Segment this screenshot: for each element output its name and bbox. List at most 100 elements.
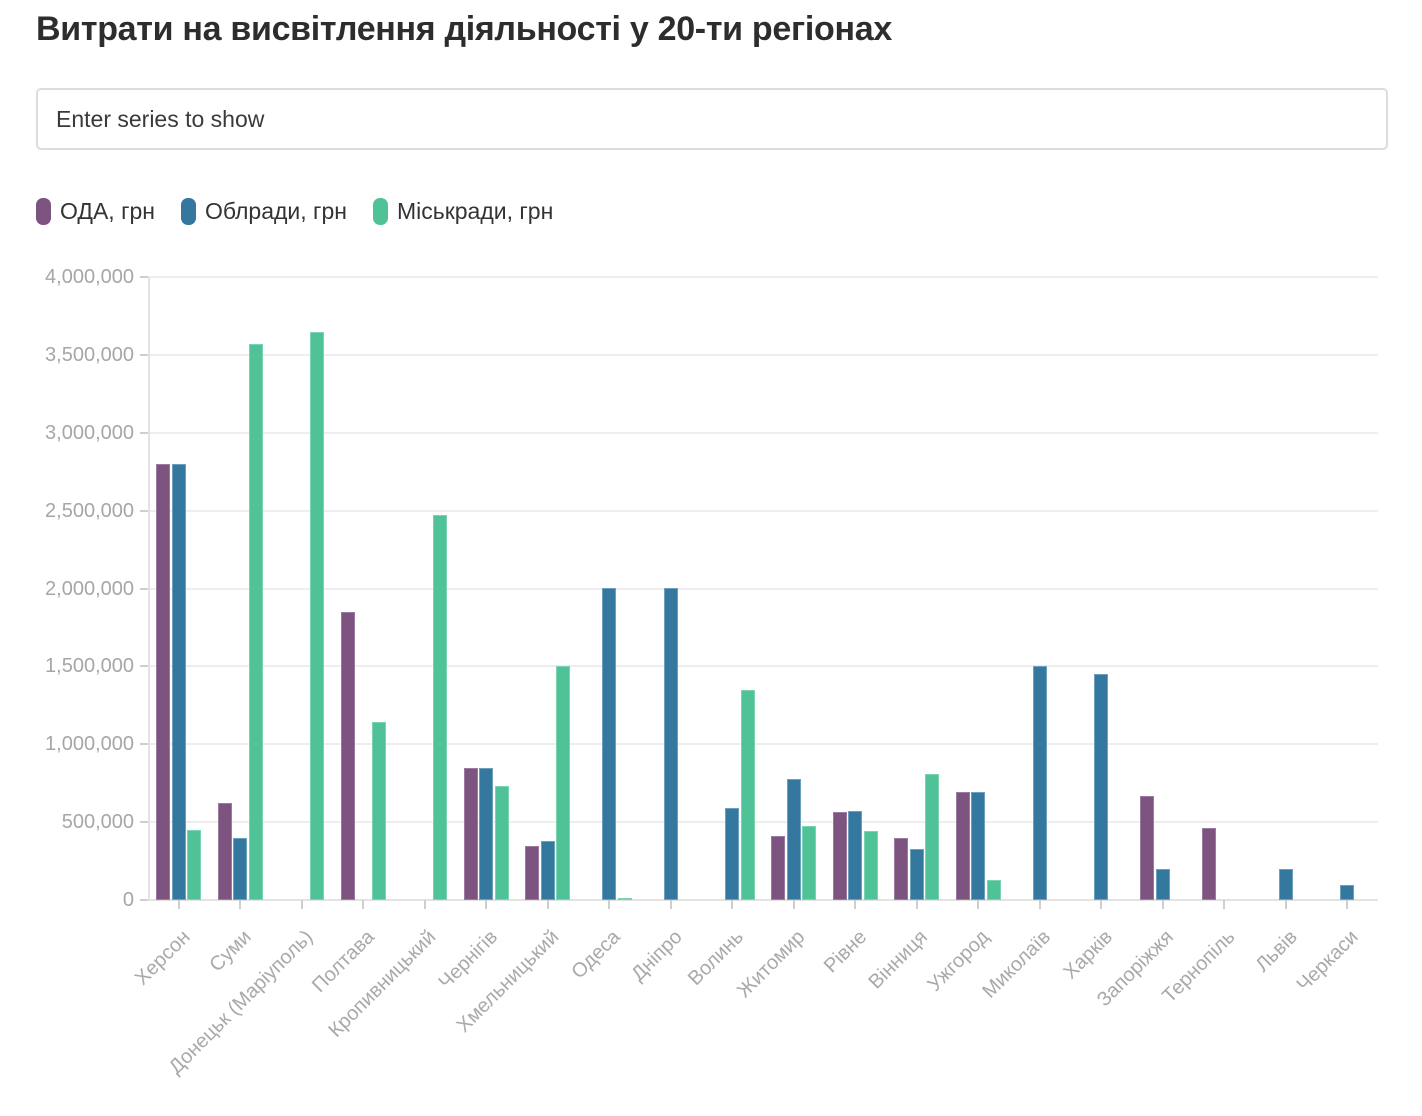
- bar-ОДА, грн-Суми[interactable]: [217, 803, 232, 900]
- chart-legend: ОДА, грн Облради, грн Міськради, грн: [36, 198, 553, 225]
- x-axis-label: Одеса: [567, 926, 625, 984]
- bar-Облради, грн-Вінниця[interactable]: [909, 849, 924, 900]
- y-axis-label: 3,000,000: [45, 421, 134, 444]
- bar-ОДА, грн-Вінниця[interactable]: [894, 838, 909, 900]
- x-axis-tick: [1100, 900, 1103, 909]
- bar-Міськради, грн-Волинь[interactable]: [740, 690, 755, 900]
- y-axis-label: 2,500,000: [45, 499, 134, 522]
- y-axis-tick: [140, 587, 148, 590]
- bar-Облради, грн-Львів[interactable]: [1278, 869, 1293, 900]
- y-axis-label: 2,000,000: [45, 577, 134, 600]
- y-axis-tick: [140, 665, 148, 668]
- legend-swatch: [36, 198, 51, 225]
- gridline: [148, 353, 1378, 356]
- x-axis-tick: [1038, 900, 1041, 909]
- bar-Облради, грн-Харків[interactable]: [1094, 674, 1109, 900]
- bar-Міськради, грн-Ужгород[interactable]: [986, 880, 1001, 900]
- y-axis-tick: [140, 743, 148, 746]
- gridline: [148, 509, 1378, 512]
- bar-Міськради, грн-Суми[interactable]: [248, 344, 263, 900]
- bar-ОДА, грн-Полтава[interactable]: [340, 612, 355, 900]
- bar-ОДА, грн-Ужгород[interactable]: [955, 792, 970, 900]
- bar-Міськради, грн-Донецьк (Маріуполь)[interactable]: [310, 332, 325, 900]
- bar-Облради, грн-Чернігів[interactable]: [479, 768, 494, 900]
- x-axis-tick: [1346, 900, 1349, 909]
- x-axis-tick: [362, 900, 365, 909]
- legend-label: ОДА, грн: [60, 198, 155, 224]
- bar-ОДА, грн-Херсон[interactable]: [156, 464, 171, 900]
- bar-Облради, грн-Житомир[interactable]: [786, 779, 801, 900]
- y-axis-tick: [140, 276, 148, 278]
- x-axis-tick: [977, 900, 980, 909]
- gridline: [148, 276, 1378, 278]
- bar-Облради, грн-Волинь[interactable]: [725, 808, 740, 900]
- x-axis-label: Львів: [1250, 926, 1302, 977]
- legend-swatch: [372, 198, 388, 225]
- x-axis-tick: [239, 900, 242, 909]
- bar-ОДА, грн-Рівне[interactable]: [832, 812, 847, 900]
- x-axis-label: Вінниця: [864, 926, 933, 994]
- x-axis-tick: [1284, 900, 1287, 909]
- legend-label: Облради, грн: [204, 198, 347, 224]
- x-axis-label: Черкаси: [1292, 926, 1363, 997]
- bar-Міськради, грн-Хмельницький[interactable]: [556, 666, 571, 900]
- x-axis-label: Рівне: [819, 926, 871, 978]
- legend-item-2[interactable]: Міськради, грн: [372, 198, 554, 225]
- x-axis-label: Дніпро: [626, 926, 687, 986]
- legend-label: Міськради, грн: [396, 198, 554, 224]
- bar-Облради, грн-Запоріжжя[interactable]: [1155, 869, 1170, 900]
- x-axis-tick: [1223, 900, 1226, 909]
- bar-ОДА, грн-Хмельницький[interactable]: [525, 846, 540, 900]
- bar-Міськради, грн-Рівне[interactable]: [863, 831, 878, 900]
- bar-Облради, грн-Дніпро[interactable]: [663, 588, 678, 900]
- bar-Облради, грн-Черкаси[interactable]: [1340, 885, 1355, 900]
- bar-Міськради, грн-Полтава[interactable]: [371, 722, 386, 900]
- y-axis-label: 500,000: [61, 811, 134, 834]
- x-axis-label: Суми: [205, 926, 256, 977]
- y-axis-tick: [140, 431, 148, 434]
- y-axis-tick: [140, 899, 148, 901]
- x-axis-tick: [300, 900, 303, 909]
- gridline: [148, 431, 1378, 434]
- x-axis-tick: [731, 900, 734, 909]
- legend-swatch: [180, 198, 196, 225]
- bar-Міськради, грн-Кропивницький[interactable]: [433, 515, 448, 900]
- x-axis-tick: [485, 900, 488, 909]
- legend-item-0[interactable]: ОДА, грн: [36, 198, 155, 225]
- x-axis-line: [148, 899, 1378, 901]
- x-axis-label: Херсон: [130, 926, 195, 990]
- bar-Облради, грн-Хмельницький[interactable]: [540, 841, 555, 900]
- bar-Облради, грн-Одеса[interactable]: [602, 588, 617, 900]
- bar-Міськради, грн-Чернігів[interactable]: [494, 786, 509, 900]
- bar-Міськради, грн-Херсон[interactable]: [187, 830, 202, 900]
- y-axis-tick: [140, 353, 148, 356]
- y-axis-label: 1,500,000: [45, 655, 134, 678]
- gridline: [148, 587, 1378, 590]
- x-axis-tick: [1161, 900, 1164, 909]
- y-axis-label: 3,500,000: [45, 343, 134, 366]
- bar-Облради, грн-Миколаїв[interactable]: [1032, 666, 1047, 900]
- bar-Облради, грн-Ужгород[interactable]: [971, 792, 986, 900]
- gridline: [148, 743, 1378, 746]
- bar-ОДА, грн-Запоріжжя[interactable]: [1140, 796, 1155, 900]
- bar-Міськради, грн-Вінниця[interactable]: [925, 774, 940, 900]
- legend-item-1[interactable]: Облради, грн: [180, 198, 347, 225]
- bar-ОДА, грн-Чернігів[interactable]: [463, 768, 478, 900]
- x-axis-tick: [423, 900, 426, 909]
- bar-Міськради, грн-Одеса[interactable]: [617, 898, 632, 900]
- series-filter-input[interactable]: [36, 88, 1388, 150]
- gridline: [148, 821, 1378, 824]
- bar-ОДА, грн-Тернопіль[interactable]: [1201, 828, 1216, 900]
- page-title: Витрати на висвітлення діяльності у 20-т…: [36, 10, 892, 48]
- bar-Облради, грн-Рівне[interactable]: [848, 811, 863, 900]
- bar-Міськради, грн-Житомир[interactable]: [802, 826, 817, 900]
- x-axis-tick: [792, 900, 795, 909]
- bar-Облради, грн-Суми[interactable]: [233, 838, 248, 900]
- x-axis-label: Харків: [1059, 926, 1117, 984]
- x-axis-tick: [608, 900, 611, 909]
- y-axis-label: 0: [122, 889, 134, 911]
- y-axis-tick: [140, 821, 148, 824]
- bar-ОДА, грн-Житомир[interactable]: [771, 836, 786, 900]
- bar-Облради, грн-Херсон[interactable]: [171, 464, 186, 900]
- x-axis-label: Кропивницький: [324, 926, 441, 1042]
